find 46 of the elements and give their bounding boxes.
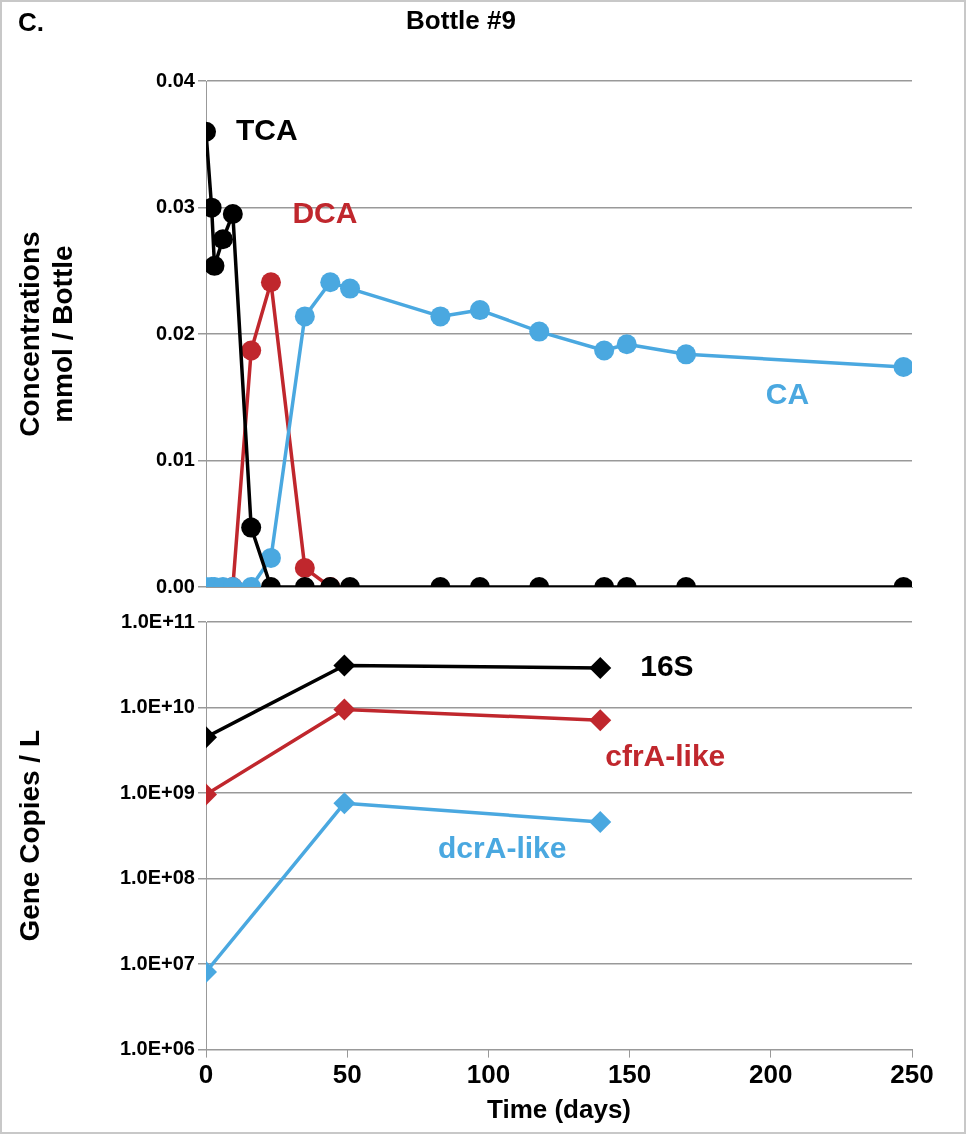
y-tick-label: 1.0E+08	[119, 866, 195, 889]
x-tick-label: 200	[749, 1059, 793, 1090]
y-tick-label: 1.0E+09	[119, 780, 195, 803]
series-label: TCA	[236, 113, 298, 147]
chart-title: Bottle #9	[406, 4, 516, 35]
series-label: 16S	[640, 649, 694, 683]
point	[529, 321, 550, 342]
point	[589, 709, 612, 732]
point	[594, 340, 615, 361]
y-tick-label: 0.02	[156, 321, 195, 344]
x-axis-title: Time (days)	[486, 1093, 632, 1124]
series-label: cfrA-like	[605, 738, 726, 772]
point	[206, 255, 225, 276]
x-tick-label: 100	[466, 1059, 511, 1090]
point	[469, 300, 490, 321]
point	[320, 272, 341, 293]
y-tick-label: 1.0E+07	[119, 951, 195, 974]
y-tick-label: 1.0E+11	[121, 609, 195, 632]
text: C.	[18, 7, 44, 38]
y-tick-label: 0.01	[156, 448, 195, 471]
point	[676, 344, 697, 365]
y-axis-title: Gene Copies / L	[13, 730, 45, 942]
x-tick-label: 0	[198, 1059, 214, 1090]
x-tick-label: 50	[332, 1059, 362, 1090]
y-tick-label: 0.03	[156, 195, 195, 218]
point	[241, 340, 262, 361]
y-tick-label: 0.00	[156, 574, 195, 597]
point	[893, 356, 912, 377]
y-tick-label: 0.04	[156, 68, 196, 91]
y-tick-label: 1.0E+06	[119, 1037, 195, 1060]
point	[212, 229, 233, 250]
point	[616, 334, 637, 355]
point	[340, 278, 361, 299]
series-label: CA	[765, 377, 810, 411]
series-label: dcrA-like	[438, 831, 567, 865]
series-label: DCA	[292, 195, 358, 229]
x-tick-label: 150	[607, 1059, 652, 1090]
point	[222, 203, 243, 224]
y-tick-label: 1.0E+10	[119, 695, 195, 718]
x-tick-label: 250	[890, 1059, 934, 1090]
point	[430, 306, 451, 327]
point	[589, 810, 612, 833]
point	[294, 306, 315, 327]
point	[260, 272, 281, 293]
y-axis-title: Concentrations mmol / Bottle	[13, 231, 79, 437]
point	[589, 656, 612, 679]
